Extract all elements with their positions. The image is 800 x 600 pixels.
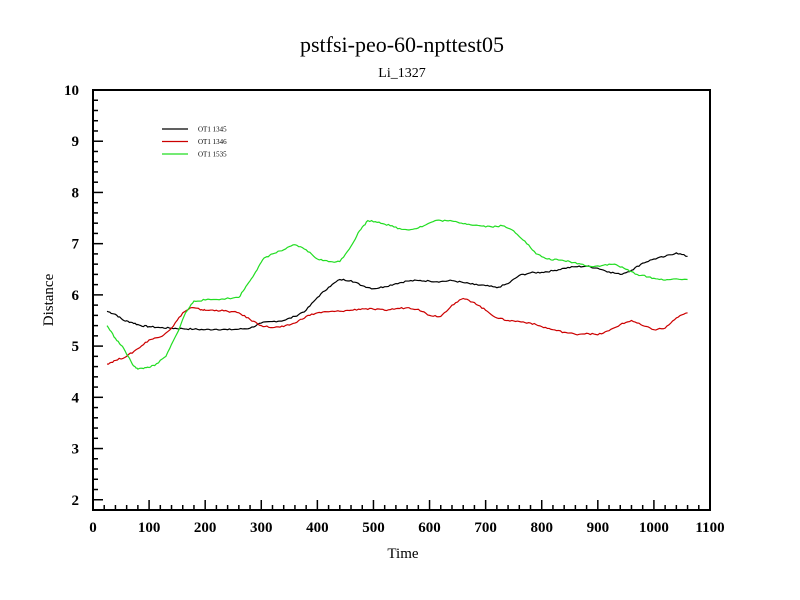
- series-line-ot1-1345: [106, 252, 688, 331]
- legend-label: OT1 1345: [198, 126, 227, 134]
- y-tick-label: 8: [72, 185, 80, 201]
- legend-label: OT1 1535: [198, 151, 227, 159]
- y-tick-label: 7: [72, 237, 80, 253]
- x-tick-label: 1000: [639, 520, 669, 536]
- y-tick-label: 6: [72, 288, 80, 304]
- y-tick-label: 10: [64, 83, 79, 99]
- y-tick-label: 2: [72, 493, 80, 509]
- plot-frame: [92, 89, 711, 511]
- series-lines: [106, 219, 688, 370]
- x-tick-label: 900: [587, 520, 610, 536]
- x-tick-label: 100: [138, 520, 161, 536]
- y-tick-label: 3: [72, 442, 80, 458]
- x-tick-label: 1100: [695, 520, 724, 536]
- legend-label: OT1 1346: [198, 138, 227, 146]
- y-tick-label: 5: [72, 339, 80, 355]
- x-tick-label: 0: [89, 520, 97, 536]
- x-tick-label: 400: [306, 520, 329, 536]
- x-tick-label: 700: [474, 520, 497, 536]
- chart-title: pstfsi-peo-60-npttest05: [300, 32, 504, 57]
- y-axis: 2 3 4 5 6 7 8 9 10: [64, 83, 103, 511]
- y-axis-label: Distance: [41, 273, 57, 326]
- y-tick-label: 9: [72, 134, 80, 150]
- x-tick-label: 600: [418, 520, 441, 536]
- x-tick-label: 300: [250, 520, 273, 536]
- x-axis-label: Time: [387, 546, 418, 562]
- series-line-ot1-1346: [106, 297, 688, 365]
- series-line-ot1-1535: [106, 219, 688, 370]
- x-tick-label: 800: [530, 520, 553, 536]
- x-tick-label: 500: [362, 520, 385, 536]
- y-tick-label: 4: [72, 390, 80, 406]
- x-tick-label: 200: [194, 520, 217, 536]
- x-axis: 0 100 200 300 400 500 600 700 800 900 1000 1100: [89, 500, 725, 536]
- legend: OT1 1345 OT1 1346 OT1 1535: [162, 126, 227, 159]
- chart-subtitle: Li_1327: [378, 66, 425, 81]
